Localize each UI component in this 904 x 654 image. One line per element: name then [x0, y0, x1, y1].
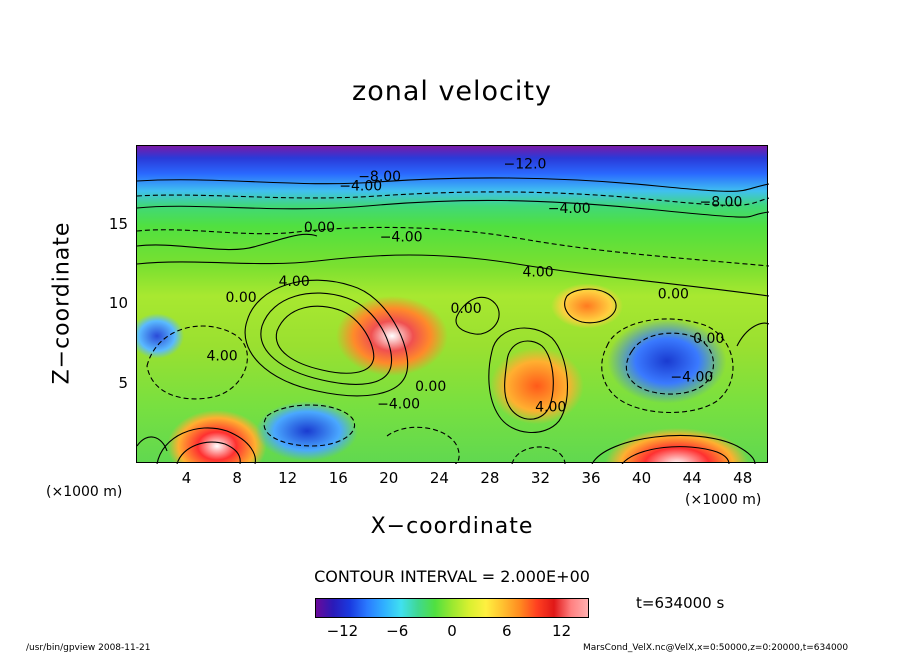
- plot-area: −12.0 −8.00 −4.00 −8.00 −4.00 0.00 −4.00 4.00 4.…: [136, 145, 769, 464]
- contour-interval-label: CONTOUR INTERVAL = 2.000E+00: [314, 567, 590, 586]
- x-tick-label: 16: [328, 469, 348, 487]
- contour-line: [591, 435, 756, 464]
- contour-label: −4.00: [339, 179, 382, 195]
- x-tick-label: 4: [181, 469, 192, 487]
- contour-label: −4.00: [670, 369, 713, 385]
- x-axis-label: X−coordinate: [370, 514, 534, 539]
- contour-label: 0.00: [658, 287, 689, 303]
- colorbar: [315, 598, 589, 618]
- time-label: t=634000 s: [636, 594, 725, 612]
- contour-line: [176, 441, 241, 464]
- contour-label: 4.00: [279, 274, 310, 290]
- contour-line: [137, 226, 769, 267]
- y-tick-label: 10: [108, 294, 128, 312]
- contour-line: [156, 427, 256, 464]
- contour-label: −4.00: [548, 201, 591, 217]
- x-tick-label: 28: [480, 469, 500, 487]
- contour-line: [260, 292, 393, 385]
- colorbar-tick-label: 6: [502, 622, 512, 640]
- contour-line: [146, 325, 248, 400]
- contour-label: 4.00: [523, 264, 554, 280]
- contour-line: [275, 305, 375, 374]
- colorbar-tick-label: −12: [326, 622, 359, 640]
- contour-label: −12.0: [504, 156, 547, 172]
- contour-line: [137, 191, 769, 206]
- contour-label: −4.00: [380, 229, 423, 245]
- contour-line: [137, 177, 769, 192]
- x-axis-unit-left: (×1000 m): [46, 484, 123, 500]
- contour-line: [137, 199, 769, 218]
- x-tick-label: 36: [581, 469, 601, 487]
- contour-line: [386, 426, 460, 464]
- y-axis-label: Z−coordinate: [49, 221, 75, 385]
- contour-line: [504, 340, 554, 420]
- chart-title: zonal velocity: [352, 76, 552, 107]
- x-tick-label: 12: [278, 469, 298, 487]
- contour-label: 0.00: [304, 220, 335, 236]
- y-tick-label: 15: [108, 214, 128, 233]
- contour-line: [137, 436, 168, 452]
- contour-line: [625, 332, 715, 395]
- footer-source: MarsCond_VelX.nc@VelX,x=0:50000,z=0:2000…: [583, 643, 849, 653]
- contour-label: 4.00: [535, 400, 566, 416]
- x-axis-unit-right: (×1000 m): [685, 492, 762, 508]
- contour-line: [511, 446, 566, 464]
- footer-command: /usr/bin/gpview 2008-11-21: [26, 643, 151, 653]
- contour-label: 0.00: [450, 301, 481, 317]
- contour-labels: −12.0−8.00−4.00−8.00−4.000.00−4.004.004.…: [207, 156, 743, 415]
- contour-line: [601, 318, 734, 414]
- contour-line: [244, 279, 409, 397]
- contour-line: [736, 322, 769, 347]
- contour-line: [137, 254, 769, 297]
- colorbar-tick-label: 0: [447, 622, 457, 640]
- contour-label: 0.00: [225, 290, 256, 306]
- contour-label: −8.00: [358, 169, 401, 185]
- contour-label: −4.00: [377, 396, 420, 412]
- x-tick-label: 44: [682, 469, 702, 487]
- contour-line: [488, 327, 569, 434]
- x-tick-label: 48: [733, 469, 753, 487]
- y-tick-label: 5: [118, 373, 128, 392]
- x-tick-label: 20: [379, 469, 399, 487]
- x-tick-label: 40: [632, 469, 652, 487]
- contour-overlay: −12.0−8.00−4.00−8.00−4.000.00−4.004.004.…: [137, 156, 769, 464]
- contour-label: 0.00: [693, 331, 724, 347]
- x-tick-label: 32: [530, 469, 551, 487]
- contour-line: [455, 296, 500, 335]
- contour-line: [564, 288, 617, 324]
- contour-line: [621, 446, 730, 464]
- contour-line: [137, 233, 318, 251]
- x-tick-label: 24: [429, 469, 449, 487]
- colorbar-tick-label: −6: [386, 622, 409, 640]
- contour-label: 0.00: [415, 379, 446, 395]
- contour-label: −8.00: [699, 194, 742, 210]
- contour-label: 4.00: [207, 349, 238, 365]
- x-tick-label: 8: [232, 469, 242, 487]
- colorbar-tick-label: 12: [552, 622, 572, 640]
- contour-line: [263, 404, 355, 447]
